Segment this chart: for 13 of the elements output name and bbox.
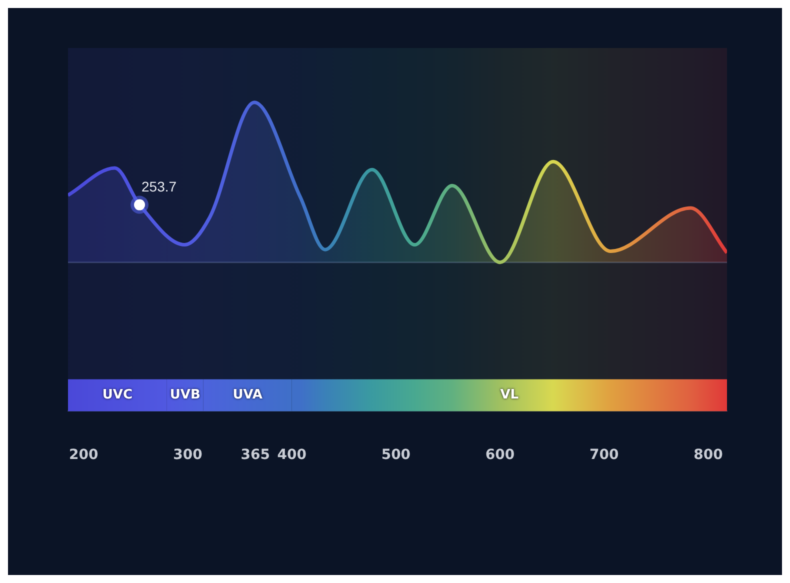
band-label: UVA (232, 388, 262, 403)
x-tick-label: 800 (694, 447, 724, 464)
x-tick-label: 365 (240, 447, 270, 464)
band-label: UVB (170, 388, 200, 403)
x-tick-label: 200 (69, 447, 98, 464)
x-tick-label: 700 (590, 447, 620, 464)
x-tick-label: 500 (381, 447, 411, 464)
x-tick-label: 600 (485, 447, 515, 464)
x-tick-label: 300 (173, 447, 203, 464)
band-label: VL (500, 388, 519, 403)
x-tick-label: 400 (277, 447, 307, 464)
band-label: UVC (102, 388, 133, 403)
annotation: 253.7 (142, 178, 177, 195)
